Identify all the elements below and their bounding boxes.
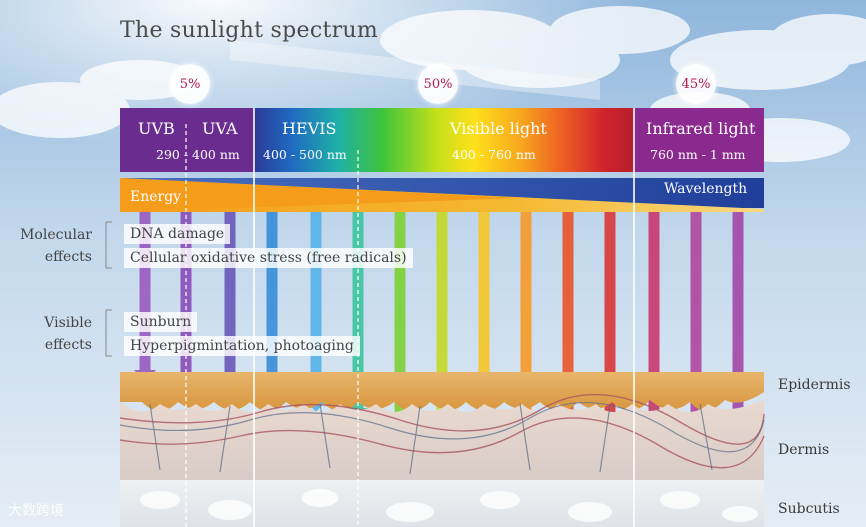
molecular-effects-label: Molecular effects	[4, 224, 92, 268]
subcutis-label: Subcutis	[778, 501, 840, 517]
infrared-label: Infrared light	[646, 119, 755, 138]
visible-band	[254, 108, 634, 172]
uva-label: UVA	[202, 119, 238, 138]
uv-percent: 5%	[160, 77, 220, 92]
energy-label: Energy	[130, 189, 181, 205]
uvb-label: UVB	[138, 119, 175, 138]
effect-photoaging: Hyperpigmintation, photoaging	[124, 336, 360, 356]
visible-percent: 50%	[408, 77, 468, 92]
page-title: The sunlight spectrum	[120, 18, 378, 43]
effect-oxidative-stress: Cellular oxidative stress (free radicals…	[124, 248, 413, 268]
infrared-range: 760 nm - 1 mm	[650, 147, 746, 162]
uv-range: 290 - 400 nm	[156, 147, 240, 162]
infrared-band	[634, 108, 764, 172]
epidermis-label: Epidermis	[778, 377, 851, 393]
effect-dna-damage: DNA damage	[124, 224, 230, 244]
uv-band	[120, 108, 254, 172]
wavelength-label: Wavelength	[664, 181, 747, 197]
hevis-label: HEVIS	[282, 119, 336, 138]
visible-range: 400 - 760 nm	[452, 147, 536, 162]
hevis-range: 400 - 500 nm	[263, 147, 347, 162]
watermark: 大数跨境	[8, 500, 64, 520]
visible-effects-label: Visible effects	[4, 312, 92, 356]
effect-sunburn: Sunburn	[124, 312, 197, 332]
dermis-label: Dermis	[778, 442, 829, 458]
visible-label: Visible light	[450, 119, 547, 138]
infrared-percent: 45%	[666, 77, 726, 92]
